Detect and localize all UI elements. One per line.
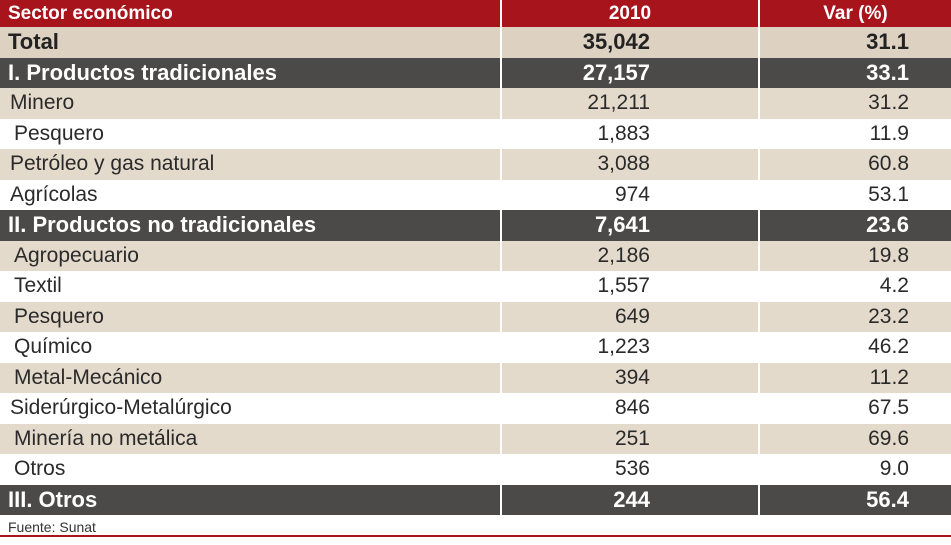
row-var: 11.9 [758, 118, 951, 149]
table-row: Pesquero 1,883 11.9 [0, 118, 951, 149]
table-row-total: Total 35,042 31.1 [0, 27, 951, 58]
row-label: Minería no metálica [14, 426, 198, 450]
table-row-section: I. Productos tradicionales 27,157 33.1 [0, 57, 951, 88]
source-note: Fuente: Sunat [8, 519, 96, 535]
row-label: I. Productos tradicionales [8, 59, 277, 85]
table-row: Otros 536 9.0 [0, 454, 951, 485]
row-var: 9.0 [758, 454, 951, 485]
row-label: II. Productos no tradicionales [8, 212, 317, 238]
row-value: 3,088 [500, 149, 758, 180]
table-row: Minería no metálica 251 69.6 [0, 423, 951, 454]
table-row: Petróleo y gas natural 3,088 60.8 [0, 149, 951, 180]
row-value: 1,557 [500, 271, 758, 302]
row-var: 23.6 [758, 210, 951, 241]
row-label: Total [8, 29, 59, 55]
row-value: 2,186 [500, 240, 758, 271]
row-label: III. Otros [8, 486, 98, 512]
table-row-section: III. Otros 244 56.4 [0, 484, 951, 515]
table-row: Agropecuario 2,186 19.8 [0, 240, 951, 271]
row-label: Otros [14, 457, 66, 481]
table-row: Químico 1,223 46.2 [0, 332, 951, 363]
row-var: 11.2 [758, 362, 951, 393]
row-value: 846 [500, 393, 758, 424]
row-var: 19.8 [758, 240, 951, 271]
row-var: 46.2 [758, 332, 951, 363]
row-value: 1,223 [500, 332, 758, 363]
row-value: 35,042 [500, 27, 758, 58]
table-row: Pesquero 649 23.2 [0, 301, 951, 332]
row-var: 23.2 [758, 301, 951, 332]
row-value: 7,641 [500, 210, 758, 241]
row-var: 67.5 [758, 393, 951, 424]
table-row: Metal-Mecánico 394 11.2 [0, 362, 951, 393]
table-row: Agrícolas 974 53.1 [0, 179, 951, 210]
row-var: 31.2 [758, 88, 951, 119]
row-value: 649 [500, 301, 758, 332]
row-value: 244 [500, 484, 758, 515]
row-var: 31.1 [758, 27, 951, 58]
row-value: 536 [500, 454, 758, 485]
row-label: Minero [10, 91, 75, 115]
row-value: 21,211 [500, 88, 758, 119]
row-var: 56.4 [758, 484, 951, 515]
table-row-section: II. Productos no tradicionales 7,641 23.… [0, 210, 951, 241]
row-value: 251 [500, 423, 758, 454]
row-label: Químico [14, 335, 93, 359]
row-label: Pesquero [14, 121, 104, 145]
table-row: Textil 1,557 4.2 [0, 271, 951, 302]
row-var: 60.8 [758, 149, 951, 180]
table-row: Minero 21,211 31.2 [0, 88, 951, 119]
row-value: 394 [500, 362, 758, 393]
row-label: Siderúrgico-Metalúrgico [10, 396, 232, 420]
row-label: Agrícolas [10, 182, 98, 206]
row-var: 69.6 [758, 423, 951, 454]
row-value: 1,883 [500, 118, 758, 149]
header-sector: Sector económico [8, 2, 173, 24]
header-year: 2010 [500, 0, 758, 27]
table-row: Siderúrgico-Metalúrgico 846 67.5 [0, 393, 951, 424]
row-label: Petróleo y gas natural [10, 152, 215, 176]
header-var: Var (%) [758, 0, 951, 27]
row-var: 33.1 [758, 57, 951, 88]
row-value: 27,157 [500, 57, 758, 88]
row-var: 53.1 [758, 179, 951, 210]
row-label: Pesquero [14, 304, 104, 328]
row-value: 974 [500, 179, 758, 210]
table-header: Sector económico 2010 Var (%) [0, 0, 951, 27]
row-label: Textil [14, 274, 62, 298]
row-var: 4.2 [758, 271, 951, 302]
row-label: Metal-Mecánico [14, 365, 163, 389]
row-label: Agropecuario [14, 243, 139, 267]
bottom-divider [0, 535, 951, 537]
